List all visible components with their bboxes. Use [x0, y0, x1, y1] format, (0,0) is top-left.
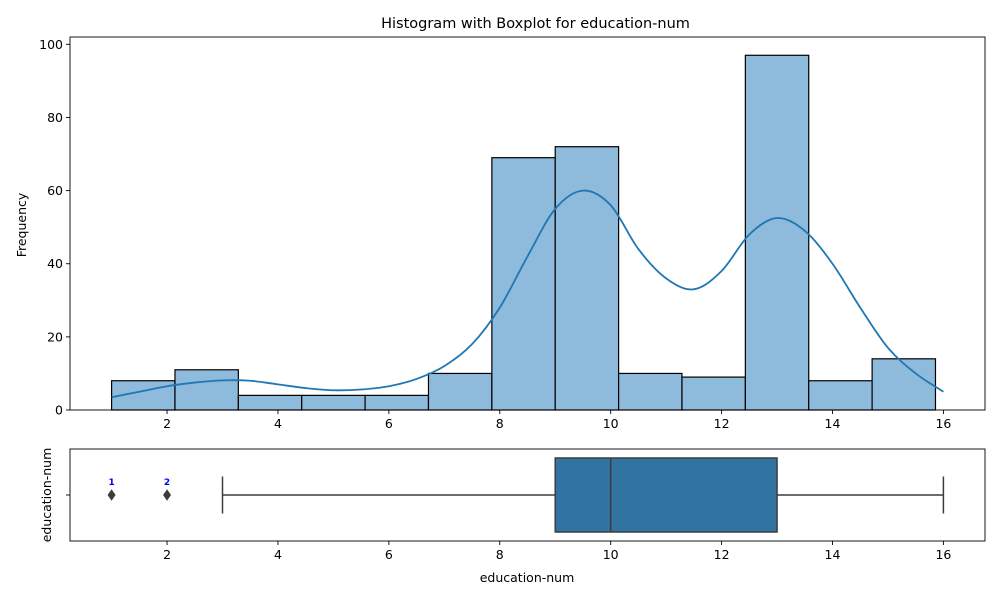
histogram-bar-10 [681, 376, 746, 411]
boxplot-panel: 1 22 4 6 8 10 12 14 16 [66, 448, 986, 562]
histogram-x-tick-label-4: 4 [274, 416, 282, 431]
boxplot-x-tick-label-6: 6 [385, 547, 393, 562]
boxplot-x-axis-label: education-num [480, 570, 575, 585]
boxplot-x-tick-label-12: 12 [714, 547, 730, 562]
histogram-y-tick-label-80: 80 [47, 110, 63, 125]
boxplot-x-tick-label-14: 14 [825, 547, 841, 562]
boxplot-x-tick-label-4: 4 [274, 547, 282, 562]
histogram-bar-4 [301, 394, 366, 411]
boxplot-outlier-marker-1 [107, 489, 116, 501]
histogram-bar-2 [174, 369, 239, 411]
histogram-bar-7 [491, 157, 556, 411]
boxplot-box [554, 457, 778, 533]
histogram-bar-8 [554, 146, 620, 411]
histogram-y-tick-label-60: 60 [47, 183, 63, 198]
histogram-x-tick-label-12: 12 [714, 416, 730, 431]
histogram-panel: 2 4 6 8 10 12 14 16 0 20 40 60 80 100 [39, 36, 986, 431]
boxplot-x-tick-label-8: 8 [496, 547, 504, 562]
boxplot-outlier-label-1: 1 [108, 478, 114, 488]
histogram-bar-3 [237, 394, 303, 411]
histogram-title: Histogram with Boxplot for education-num [381, 16, 690, 32]
boxplot-outlier-marker-2 [163, 489, 172, 501]
histogram-x-tick-label-10: 10 [603, 416, 619, 431]
histogram-axes-frame [69, 36, 986, 411]
histogram-bar-6 [427, 372, 493, 411]
histogram-x-tick-label-6: 6 [385, 416, 393, 431]
boxplot-x-tick-label-16: 16 [935, 547, 951, 562]
boxplot-x-tick-label-10: 10 [603, 547, 619, 562]
kde-curve-line [111, 189, 944, 399]
histogram-x-tick-label-14: 14 [825, 416, 841, 431]
histogram-y-tick-label-20: 20 [47, 329, 63, 344]
histogram-x-tick-label-2: 2 [163, 416, 171, 431]
boxplot-outlier-label-2: 2 [164, 478, 170, 488]
boxplot-x-tick-label-2: 2 [163, 547, 171, 562]
histogram-y-tick-label-0: 0 [55, 403, 63, 418]
histogram-y-axis-label: Frequency [14, 192, 29, 257]
histogram-bar-11 [744, 54, 810, 411]
histogram-bar-12 [808, 380, 873, 411]
histogram-x-tick-label-16: 16 [935, 416, 951, 431]
histogram-y-tick-label-100: 100 [39, 37, 63, 52]
histogram-x-tick-label-8: 8 [496, 416, 504, 431]
histogram-bar-5 [364, 394, 430, 411]
histogram-bar-9 [618, 372, 683, 411]
histogram-y-tick-label-40: 40 [47, 256, 63, 271]
histogram-bar-13 [871, 358, 937, 411]
boxplot-y-axis-label: education-num [39, 448, 54, 543]
